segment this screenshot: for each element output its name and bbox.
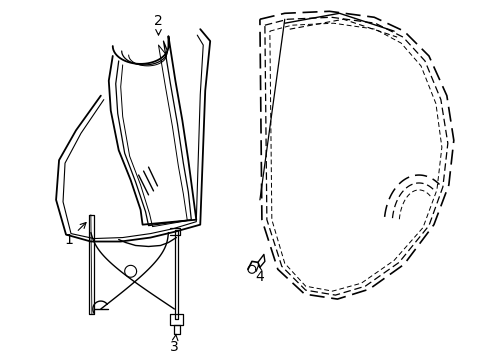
Text: 2: 2 <box>154 14 163 35</box>
Text: 3: 3 <box>170 334 179 354</box>
Text: 1: 1 <box>64 222 86 247</box>
Text: 4: 4 <box>255 265 264 284</box>
